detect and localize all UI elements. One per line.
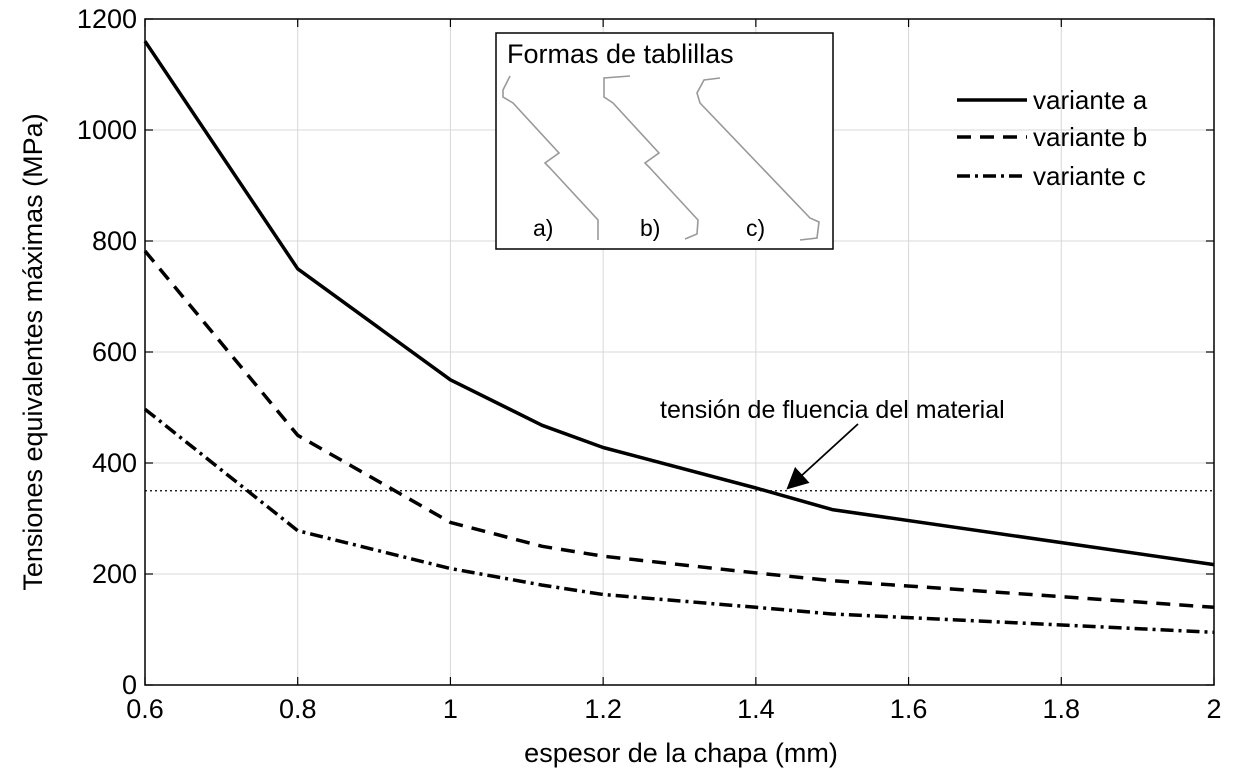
series-line-variante-c bbox=[143, 407, 1215, 635]
series-group bbox=[143, 40, 1215, 635]
profile-shapes-inset: Formas de tablillas a) b) c) bbox=[495, 32, 834, 250]
x-tick-label: 1.4 bbox=[737, 694, 775, 724]
legend-label-variante-c: variante c bbox=[1033, 161, 1146, 191]
x-tick-label: 1 bbox=[443, 694, 458, 724]
x-tick-label: 1.6 bbox=[890, 694, 928, 724]
y-tick-label: 400 bbox=[92, 448, 137, 478]
inset-label-b: b) bbox=[640, 215, 660, 241]
x-tick-label: 0.8 bbox=[279, 694, 317, 724]
yield-annotation-arrow bbox=[786, 423, 859, 490]
y-axis-title: Tensiones equivalentes máximas (MPa) bbox=[18, 113, 48, 590]
x-tick-label: 0.6 bbox=[126, 694, 164, 724]
inset-title: Formas de tablillas bbox=[507, 39, 734, 69]
y-tick-label: 200 bbox=[92, 559, 137, 589]
x-tick-label: 1.8 bbox=[1043, 694, 1081, 724]
y-tick-label: 1200 bbox=[77, 4, 137, 34]
y-tick-label: 0 bbox=[122, 670, 137, 700]
x-tick-label: 2 bbox=[1206, 694, 1221, 724]
inset-label-a: a) bbox=[533, 215, 553, 241]
y-tick-label: 600 bbox=[92, 337, 137, 367]
legend-label-variante-b: variante b bbox=[1033, 122, 1147, 152]
yield-annotation-label: tensión de fluencia del material bbox=[660, 396, 1005, 424]
x-tick-label: 1.2 bbox=[584, 694, 622, 724]
ticks: 0.6 0.8 1 1.2 1.4 1.6 1.8 2 0 200 400 600 800 1000 120… bbox=[77, 4, 1222, 724]
y-tick-label: 800 bbox=[92, 226, 137, 256]
y-tick-label: 1000 bbox=[77, 115, 137, 145]
inset-frame bbox=[495, 32, 834, 250]
x-axis-title: espesor de la chapa (mm) bbox=[524, 738, 838, 768]
legend-label-variante-a: variante a bbox=[1033, 85, 1148, 115]
series-line-variante-a bbox=[143, 40, 1215, 567]
inset-label-c: c) bbox=[746, 215, 765, 241]
series-line-variante-b bbox=[143, 249, 1215, 610]
profile-shape-a bbox=[502, 75, 599, 240]
profile-shape-b bbox=[603, 75, 699, 240]
profile-shape-c bbox=[696, 77, 820, 241]
legend: variante a variante b variante c bbox=[957, 85, 1148, 191]
